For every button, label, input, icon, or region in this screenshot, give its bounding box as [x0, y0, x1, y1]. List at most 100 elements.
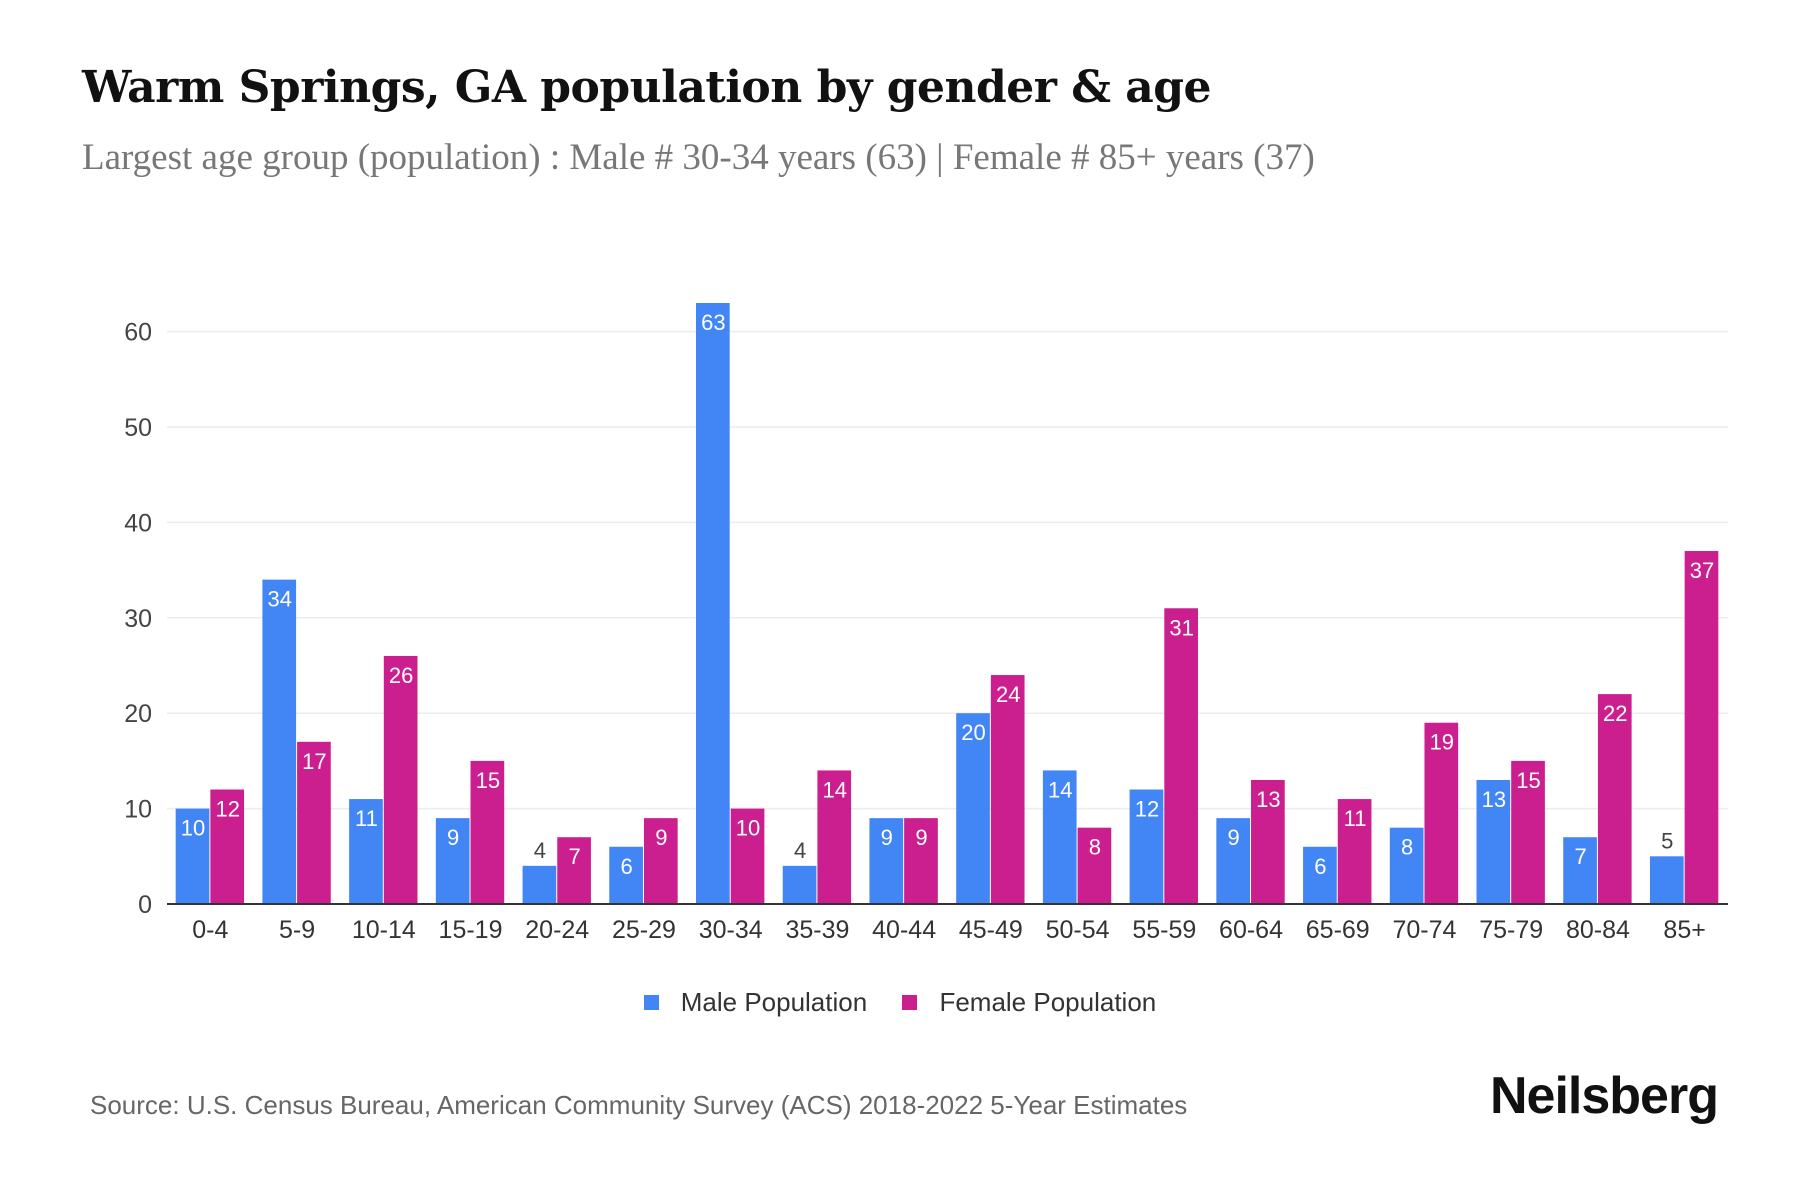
bar-male — [522, 865, 557, 904]
x-tick-label: 45-49 — [959, 916, 1023, 944]
data-label: 37 — [1690, 558, 1714, 583]
data-label: 9 — [915, 825, 927, 850]
data-label: 4 — [794, 838, 806, 863]
neilsberg-logo: Neilsberg — [1490, 1067, 1719, 1125]
bar-female — [210, 789, 245, 904]
bar-male — [1563, 837, 1597, 904]
bar-female — [1684, 551, 1719, 904]
legend: Male Population Female Population — [0, 986, 1800, 1018]
bar-female — [730, 808, 765, 904]
bar-male — [1649, 856, 1684, 904]
legend-item-male[interactable]: Male Population — [643, 987, 868, 1018]
x-tick-label: 40-44 — [872, 916, 936, 944]
bar-female — [1077, 827, 1112, 904]
legend-label-male: Male Population — [680, 987, 868, 1017]
bar-male — [1129, 789, 1164, 904]
data-label: 20 — [961, 720, 985, 745]
legend-swatch-female — [902, 995, 918, 1010]
bar-male — [696, 302, 730, 905]
bar-female — [1251, 779, 1285, 904]
data-label: 12 — [215, 797, 239, 822]
y-tick-label: 40 — [124, 509, 152, 537]
data-label: 19 — [1430, 730, 1454, 755]
bar-male — [1476, 779, 1511, 904]
x-tick-label: 70-74 — [1392, 916, 1456, 944]
bar-male — [1216, 818, 1251, 904]
x-tick-label: 80-84 — [1566, 916, 1630, 944]
data-label: 14 — [823, 777, 847, 802]
x-tick-label: 55-59 — [1132, 916, 1196, 944]
y-tick-label: 0 — [138, 891, 152, 919]
bar-female — [817, 770, 852, 904]
bar-male — [262, 579, 297, 904]
bar-female — [557, 837, 591, 904]
data-label: 26 — [389, 663, 413, 688]
data-label: 9 — [655, 825, 667, 850]
x-tick-label: 60-64 — [1219, 916, 1283, 944]
bar-female — [383, 655, 418, 904]
x-tick-label: 20-24 — [525, 916, 589, 944]
x-tick-label: 5-9 — [279, 916, 315, 944]
x-tick-label: 75-79 — [1479, 916, 1543, 944]
x-tick-label: 10-14 — [352, 916, 416, 944]
data-label: 9 — [447, 825, 459, 850]
bar-female — [1511, 760, 1545, 904]
y-tick-label: 60 — [124, 319, 152, 347]
bar-male — [609, 846, 643, 904]
bar-female — [1164, 608, 1198, 904]
data-label: 8 — [1089, 835, 1101, 860]
bar-male — [1303, 846, 1337, 904]
data-label: 17 — [302, 749, 326, 774]
y-tick-label: 20 — [124, 700, 152, 728]
bar-male — [1042, 770, 1077, 904]
legend-item-female[interactable]: Female Population — [902, 987, 1156, 1018]
x-tick-label: 15-19 — [439, 916, 503, 944]
data-label: 13 — [1482, 787, 1506, 812]
data-label: 6 — [1314, 854, 1326, 879]
data-label: 10 — [736, 816, 760, 841]
data-label: 11 — [355, 806, 378, 831]
bar-female — [1337, 799, 1372, 904]
x-tick-label: 35-39 — [785, 916, 849, 944]
data-label: 5 — [1661, 828, 1673, 853]
y-tick-label: 10 — [124, 796, 152, 824]
x-tick-label: 65-69 — [1306, 916, 1370, 944]
data-label: 7 — [1574, 844, 1586, 869]
data-label: 12 — [1135, 797, 1159, 822]
data-label: 10 — [181, 816, 205, 841]
bar-female — [470, 760, 505, 904]
data-label: 22 — [1603, 701, 1627, 726]
source-note: Source: U.S. Census Bureau, American Com… — [90, 1090, 1188, 1120]
data-label: 24 — [996, 682, 1020, 707]
data-label: 6 — [621, 854, 633, 879]
data-label: 31 — [1169, 615, 1193, 640]
legend-label-female: Female Population — [939, 987, 1157, 1017]
bar-female — [990, 675, 1025, 904]
bar-male — [1389, 827, 1424, 904]
bar-male — [956, 713, 990, 904]
data-label: 14 — [1048, 777, 1072, 802]
bar-male — [869, 818, 904, 904]
data-label: 8 — [1401, 835, 1413, 860]
bar-male — [782, 865, 817, 904]
x-tick-label: 0-4 — [192, 916, 228, 944]
legend-swatch-male — [643, 995, 659, 1010]
y-tick-label: 30 — [124, 605, 152, 633]
data-label: 15 — [1516, 768, 1540, 793]
bar-male — [175, 808, 210, 904]
x-tick-label: 85+ — [1663, 916, 1705, 944]
data-label: 34 — [267, 587, 291, 612]
bar-male — [349, 799, 383, 904]
bar-female — [1597, 694, 1632, 904]
data-label: 15 — [476, 768, 500, 793]
data-label: 11 — [1344, 806, 1367, 831]
data-label: 7 — [568, 844, 580, 869]
x-tick-label: 30-34 — [699, 916, 763, 944]
bar-female — [643, 818, 678, 904]
data-label: 9 — [881, 825, 893, 850]
x-tick-label: 25-29 — [612, 916, 676, 944]
data-label: 9 — [1228, 825, 1240, 850]
bar-female — [297, 741, 331, 904]
bar-male — [435, 818, 470, 904]
